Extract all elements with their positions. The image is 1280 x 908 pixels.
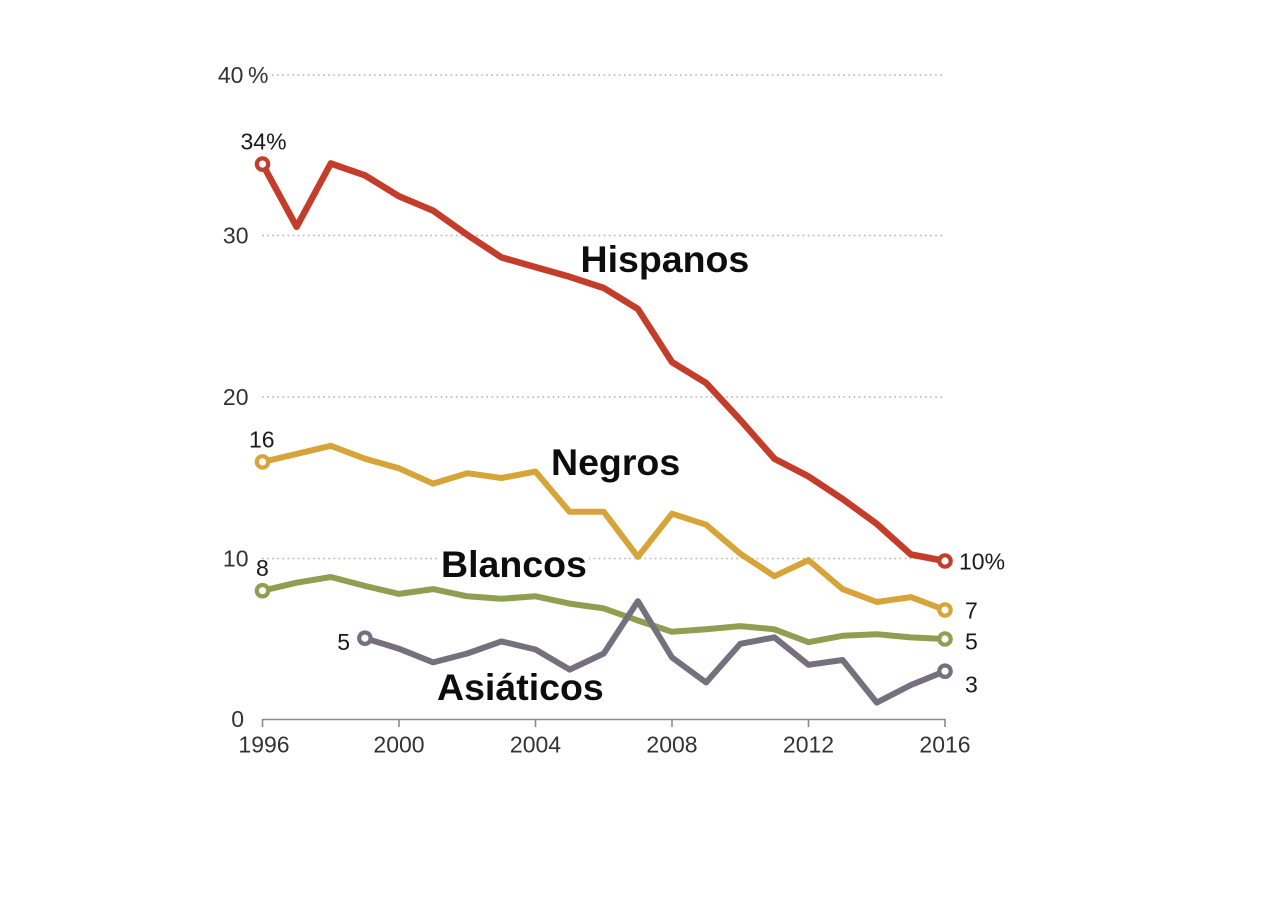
svg-text:5: 5 <box>337 629 350 655</box>
svg-text:40 %: 40 % <box>218 62 269 88</box>
svg-text:2016: 2016 <box>919 732 970 758</box>
svg-text:2008: 2008 <box>646 732 697 758</box>
svg-text:Asiáticos: Asiáticos <box>437 666 604 708</box>
svg-text:16: 16 <box>249 427 275 453</box>
svg-text:Blancos: Blancos <box>441 543 587 585</box>
svg-text:Negros: Negros <box>551 441 680 483</box>
svg-text:10: 10 <box>223 546 249 572</box>
svg-text:3: 3 <box>965 672 978 698</box>
svg-text:0: 0 <box>231 706 244 732</box>
svg-text:1996: 1996 <box>238 732 289 758</box>
svg-text:7: 7 <box>965 598 978 624</box>
svg-text:30: 30 <box>223 223 249 249</box>
svg-text:2004: 2004 <box>510 732 561 758</box>
svg-text:8: 8 <box>256 555 269 581</box>
svg-text:5: 5 <box>965 629 978 655</box>
svg-text:2012: 2012 <box>783 732 834 758</box>
svg-text:20: 20 <box>223 384 249 410</box>
svg-text:2000: 2000 <box>373 732 424 758</box>
svg-text:34%: 34% <box>241 129 287 155</box>
svg-text:10%: 10% <box>959 549 1005 575</box>
svg-text:Hispanos: Hispanos <box>581 238 750 280</box>
